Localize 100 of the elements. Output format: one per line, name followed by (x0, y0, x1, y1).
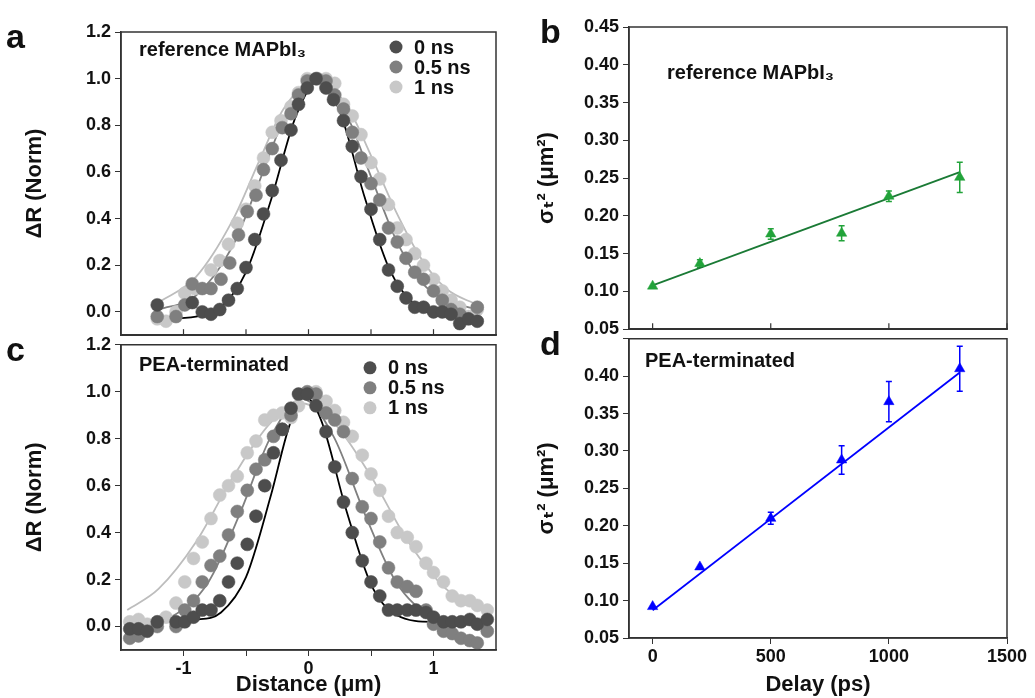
point (249, 434, 263, 448)
legend-label: 0 ns (388, 356, 429, 379)
y-tick-label: 0.6 (85, 474, 111, 495)
point (240, 483, 254, 498)
y-tick-label: 0.20 (583, 204, 619, 225)
point (364, 202, 378, 217)
point (381, 221, 396, 235)
point (319, 424, 333, 439)
chart-title: a (6, 17, 26, 55)
y-tick-label: 0.2 (85, 568, 111, 589)
y-tick-label: 1.2 (85, 333, 111, 354)
point (231, 228, 246, 242)
point (195, 575, 209, 589)
point (345, 471, 359, 486)
point (409, 539, 423, 554)
point (239, 260, 253, 275)
point (647, 600, 659, 610)
point (436, 575, 451, 589)
y-tick-label: 0.35 (583, 402, 619, 423)
point (249, 462, 263, 476)
point (954, 362, 966, 372)
legend-label: 0.5 ns (388, 376, 445, 399)
point (399, 291, 413, 305)
point (883, 395, 895, 405)
y-axis-title: ΔR (Norm) (21, 442, 47, 553)
y-tick-label: 0.25 (583, 167, 619, 188)
point (204, 558, 218, 573)
point (230, 469, 244, 484)
point (336, 495, 351, 509)
point (336, 424, 351, 439)
y-tick-label: 0.10 (583, 280, 619, 301)
point (256, 151, 271, 165)
point (328, 460, 342, 474)
point (265, 183, 279, 198)
point (150, 615, 164, 629)
point (204, 263, 218, 277)
point (284, 123, 298, 137)
x-tick-label: 500 (755, 645, 786, 666)
y-tick-label: 1.0 (85, 380, 111, 401)
y-tick-label: 0.45 (583, 15, 619, 36)
y-axis-title: σₜ² (μm²) (533, 132, 559, 225)
point (204, 511, 218, 526)
point (373, 483, 387, 498)
point (249, 188, 263, 203)
y-tick-label: 0.0 (85, 300, 111, 321)
x-axis-title: Delay (ps) (765, 670, 871, 696)
point (416, 272, 431, 286)
point (319, 81, 333, 95)
point (213, 549, 227, 563)
y-tick-label: 0.20 (583, 514, 619, 535)
y-tick-label: 0.30 (583, 439, 619, 460)
y-tick-label: 0.40 (583, 365, 619, 386)
y-axis-title: σₜ² (μm²) (533, 442, 559, 535)
point (240, 446, 254, 460)
legend-label: 0.5 ns (414, 55, 471, 78)
y-tick-label: 0.2 (85, 254, 111, 275)
point (364, 155, 378, 170)
y-tick-label: 0.30 (583, 129, 619, 150)
y-axis-title: ΔR (Norm) (21, 128, 47, 239)
point (381, 263, 396, 277)
point (221, 575, 236, 589)
point (470, 636, 484, 650)
y-tick-label: 0.8 (85, 114, 111, 135)
point (223, 256, 237, 270)
point (186, 551, 201, 566)
y-tick-label: 0.40 (583, 53, 619, 74)
y-tick-label: 0.0 (85, 615, 111, 636)
point (364, 467, 378, 481)
point (345, 125, 359, 140)
y-tick-label: 0.10 (583, 589, 619, 610)
legend-label: 1 ns (414, 75, 455, 98)
point (221, 237, 236, 251)
point (256, 162, 271, 177)
point (265, 141, 279, 156)
point (258, 453, 272, 467)
point (249, 509, 263, 523)
point (204, 281, 218, 296)
y-tick-label: 0.35 (583, 91, 619, 112)
annotation: reference MAPbI₃ (667, 61, 835, 83)
point (355, 448, 369, 462)
point (480, 612, 494, 627)
point (400, 530, 414, 545)
point (470, 314, 484, 328)
legend-label: 0 ns (414, 35, 455, 58)
point (186, 610, 201, 624)
point (204, 603, 218, 617)
point (408, 265, 422, 279)
point (195, 535, 209, 549)
point (221, 293, 236, 307)
point (480, 624, 494, 638)
point (328, 413, 342, 427)
point (213, 302, 227, 317)
x-tick-label: 1 (428, 657, 439, 678)
point (444, 307, 458, 321)
point (426, 565, 441, 580)
point (291, 97, 306, 112)
point (230, 216, 244, 230)
point (266, 446, 281, 460)
point (258, 478, 272, 493)
point (140, 624, 154, 638)
